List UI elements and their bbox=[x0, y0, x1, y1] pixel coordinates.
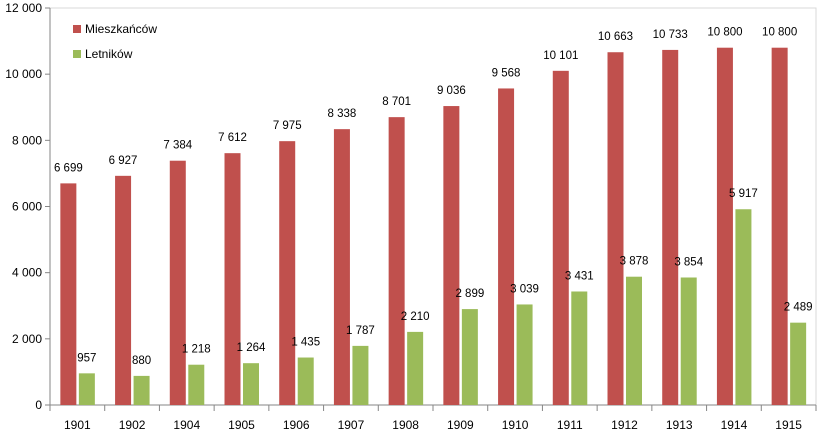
x-tick-label: 1904 bbox=[173, 418, 200, 432]
x-tick-label: 1910 bbox=[502, 418, 529, 432]
data-label: 7 975 bbox=[273, 120, 302, 132]
data-label: 8 701 bbox=[382, 96, 411, 108]
legend: Mieszkańców Letników bbox=[73, 22, 157, 61]
data-label: 10 800 bbox=[707, 27, 742, 39]
bar-letnikow bbox=[78, 373, 95, 405]
x-tick-label: 1913 bbox=[666, 418, 693, 432]
bar-mieszkancow bbox=[662, 49, 679, 405]
bar-mieszkancow bbox=[716, 47, 733, 405]
bar-mieszkancow bbox=[279, 141, 296, 406]
y-tick-label: 6 000 bbox=[12, 200, 42, 214]
x-tick-label: 1905 bbox=[228, 418, 255, 432]
data-label: 10 800 bbox=[762, 27, 797, 39]
bar-letnikow bbox=[461, 309, 478, 405]
data-label: 7 384 bbox=[163, 140, 192, 152]
y-tick-label: 2 000 bbox=[12, 332, 42, 346]
data-label: 10 733 bbox=[653, 29, 688, 41]
legend-label: Letników bbox=[85, 47, 133, 61]
bar-letnikow bbox=[735, 209, 752, 405]
bar-mieszkancow bbox=[224, 153, 241, 405]
x-tick-label: 1902 bbox=[119, 418, 146, 432]
data-label: 7 612 bbox=[218, 132, 247, 144]
data-label: 3 878 bbox=[620, 256, 649, 268]
x-tick-label: 1907 bbox=[338, 418, 365, 432]
bar-mieszkancow bbox=[607, 52, 624, 405]
y-tick-label: 10 000 bbox=[5, 67, 42, 81]
bar-mieszkancow bbox=[115, 175, 132, 405]
data-label: 6 699 bbox=[54, 162, 83, 174]
y-tick-label: 12 000 bbox=[5, 1, 42, 15]
data-label: 2 489 bbox=[784, 302, 813, 314]
bar-letnikow bbox=[407, 331, 424, 405]
bar-mieszkancow bbox=[552, 70, 569, 405]
data-label: 3 039 bbox=[510, 283, 539, 295]
data-label: 6 927 bbox=[109, 155, 138, 167]
bar-mieszkancow bbox=[498, 88, 515, 405]
data-label: 9 036 bbox=[437, 85, 466, 97]
bar-mieszkancow bbox=[169, 160, 186, 405]
legend-swatch bbox=[73, 25, 81, 33]
data-label: 10 101 bbox=[543, 50, 578, 62]
data-label: 2 899 bbox=[455, 288, 484, 300]
bar-letnikow bbox=[516, 304, 533, 405]
bar-mieszkancow bbox=[443, 106, 460, 406]
data-label: 1 264 bbox=[237, 342, 266, 354]
bar-letnikow bbox=[297, 357, 314, 405]
bar-mieszkancow bbox=[333, 129, 350, 405]
x-tick-label: 1915 bbox=[775, 418, 802, 432]
data-label: 2 210 bbox=[401, 311, 430, 323]
bar-letnikow bbox=[626, 276, 642, 405]
chart-bars bbox=[60, 47, 807, 406]
bar-mieszkancow bbox=[60, 183, 77, 405]
x-tick-label: 1906 bbox=[283, 418, 310, 432]
x-axis-tick-labels: 1901 1902 1904 1905 1906 1907 1908 1909 1910 1911… bbox=[49, 405, 817, 432]
x-tick-label: 1908 bbox=[392, 418, 419, 432]
data-label: 3 854 bbox=[674, 256, 703, 268]
bar-letnikow bbox=[188, 364, 205, 405]
bar-letnikow bbox=[352, 345, 369, 405]
bar-mieszkancow bbox=[771, 47, 788, 405]
data-label: 5 917 bbox=[729, 188, 758, 200]
chart-axes bbox=[49, 7, 817, 406]
x-tick-label: 1914 bbox=[721, 418, 748, 432]
x-tick-label: 1911 bbox=[557, 418, 583, 432]
y-tick-label: 0 bbox=[35, 398, 42, 412]
data-label: 1 435 bbox=[291, 337, 320, 349]
bar-letnikow bbox=[133, 375, 150, 405]
data-label: 8 338 bbox=[328, 108, 357, 120]
data-label: 3 431 bbox=[565, 270, 594, 282]
chart-data-labels: 6 699 6 927 7 384 7 612 7 975 8 338 8 701 9 036… bbox=[54, 27, 813, 367]
data-label: 10 663 bbox=[598, 31, 633, 43]
bar-letnikow bbox=[243, 363, 259, 405]
plot-area-border bbox=[49, 7, 817, 406]
bar-letnikow bbox=[571, 291, 588, 405]
x-tick-label: 1901 bbox=[64, 418, 91, 432]
y-tick-label: 4 000 bbox=[12, 266, 42, 280]
data-label: 1 787 bbox=[346, 325, 375, 337]
data-label: 957 bbox=[77, 352, 96, 364]
y-tick-label: 8 000 bbox=[12, 133, 42, 147]
legend-swatch bbox=[73, 50, 81, 58]
x-tick-label: 1912 bbox=[611, 418, 638, 432]
data-label: 880 bbox=[132, 355, 151, 367]
bar-letnikow bbox=[680, 277, 697, 405]
data-label: 9 568 bbox=[492, 67, 521, 79]
bar-letnikow bbox=[790, 322, 807, 405]
y-axis-tick-labels: 0 2 000 4 000 6 000 8 000 10 000 12 000 bbox=[5, 1, 50, 412]
x-tick-label: 1909 bbox=[447, 418, 474, 432]
legend-label: Mieszkańców bbox=[85, 22, 157, 36]
bar-mieszkancow bbox=[388, 117, 405, 406]
data-label: 1 218 bbox=[182, 344, 211, 356]
